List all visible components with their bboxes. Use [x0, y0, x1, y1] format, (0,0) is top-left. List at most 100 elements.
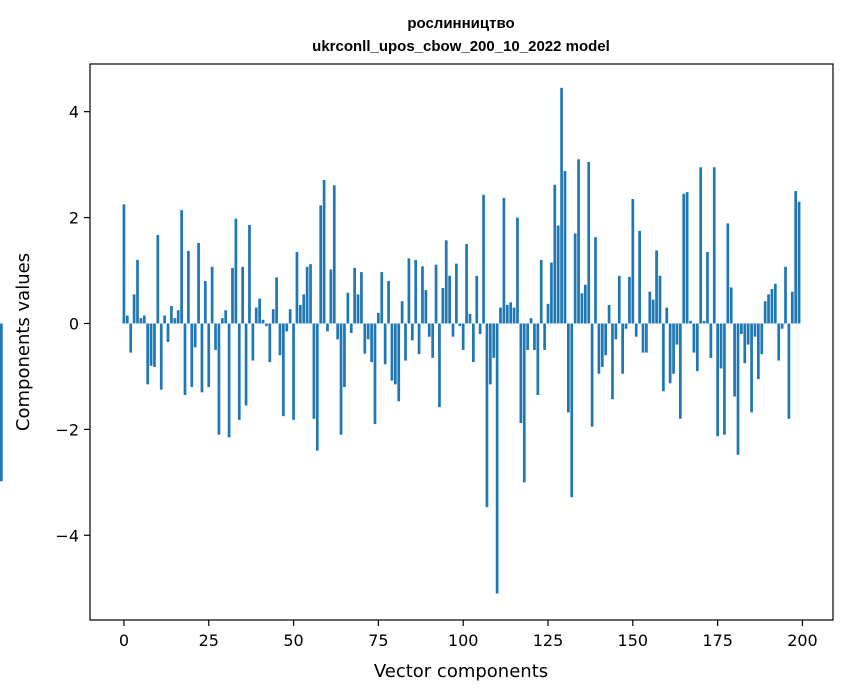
bar	[621, 323, 625, 374]
bar	[193, 323, 197, 348]
bar	[726, 223, 730, 324]
bar	[729, 287, 733, 324]
bar	[319, 205, 323, 324]
bar	[740, 323, 743, 335]
bar	[404, 323, 407, 361]
bar	[285, 323, 289, 332]
bar	[265, 323, 268, 327]
bar	[377, 312, 380, 324]
bar	[794, 191, 798, 324]
bar	[153, 323, 156, 367]
x-tick-label: 50	[283, 631, 303, 650]
bar	[733, 323, 736, 397]
bar	[125, 315, 129, 324]
y-tick-label: 0	[69, 314, 79, 333]
bar	[129, 323, 133, 353]
bar	[719, 323, 723, 369]
bar	[170, 305, 173, 324]
bar	[695, 323, 699, 372]
bar	[614, 323, 618, 340]
bar	[533, 323, 536, 350]
bar	[397, 323, 401, 402]
bar	[0, 323, 3, 482]
bar	[237, 323, 241, 420]
bar	[187, 250, 190, 324]
bar	[583, 284, 587, 324]
bar	[387, 281, 390, 324]
bar	[757, 323, 760, 380]
bar	[678, 323, 682, 419]
bar	[780, 323, 784, 329]
bar	[146, 323, 150, 385]
bar	[658, 275, 662, 324]
bar	[577, 159, 580, 324]
bar	[244, 323, 248, 406]
bar	[505, 304, 509, 324]
bar	[736, 323, 740, 455]
bar	[797, 201, 801, 324]
bar	[373, 323, 377, 425]
bar	[536, 323, 540, 395]
bar	[472, 323, 475, 363]
bar	[539, 259, 543, 324]
bar	[315, 323, 319, 451]
bar	[526, 323, 530, 350]
bar	[268, 323, 272, 363]
bar	[451, 323, 455, 337]
x-axis-ticks: 0 25 50 75 100 125 150 175 200	[119, 620, 818, 650]
bar	[600, 323, 604, 367]
bar	[251, 323, 255, 361]
bar	[200, 323, 204, 393]
bar	[651, 299, 655, 324]
bar	[482, 194, 485, 324]
bar	[156, 235, 160, 324]
bar	[634, 323, 638, 337]
bar	[546, 303, 550, 324]
bar	[343, 323, 346, 388]
bar	[787, 323, 791, 419]
bar	[543, 323, 546, 350]
bar	[516, 217, 519, 324]
bar	[699, 167, 703, 324]
bar	[556, 225, 560, 324]
bar	[492, 323, 496, 358]
bar	[366, 323, 370, 340]
bar	[570, 323, 574, 498]
chart-title-line1: рослинництво	[407, 15, 514, 32]
bar	[488, 323, 492, 385]
bar	[312, 323, 316, 419]
bar	[662, 323, 665, 392]
bar	[217, 323, 221, 435]
bar	[173, 318, 177, 324]
bar	[512, 307, 516, 324]
bar	[702, 320, 706, 324]
bar	[163, 315, 166, 324]
bar	[563, 170, 567, 324]
bar	[356, 294, 360, 324]
bar	[383, 323, 387, 365]
bar	[288, 309, 292, 324]
bar	[183, 323, 187, 395]
bar	[743, 323, 747, 364]
chart-title-line2: ukrconll_upos_cbow_200_10_2022 model	[312, 38, 610, 55]
bars-group	[0, 87, 801, 594]
bar	[746, 323, 750, 345]
bar	[339, 323, 343, 435]
x-tick-label: 25	[199, 631, 219, 650]
bar	[753, 323, 757, 337]
bar	[628, 276, 631, 324]
bar	[149, 323, 153, 366]
bar	[224, 310, 228, 324]
bar	[655, 250, 658, 324]
x-axis-label: Vector components	[374, 661, 548, 682]
bar	[597, 323, 601, 374]
bar	[458, 323, 462, 327]
bar	[495, 323, 499, 594]
y-tick-label: 4	[69, 103, 79, 122]
bar	[353, 267, 356, 324]
bar	[594, 237, 597, 324]
bar	[295, 251, 299, 324]
bar	[607, 304, 611, 324]
bar	[278, 323, 282, 356]
bar	[723, 323, 726, 435]
